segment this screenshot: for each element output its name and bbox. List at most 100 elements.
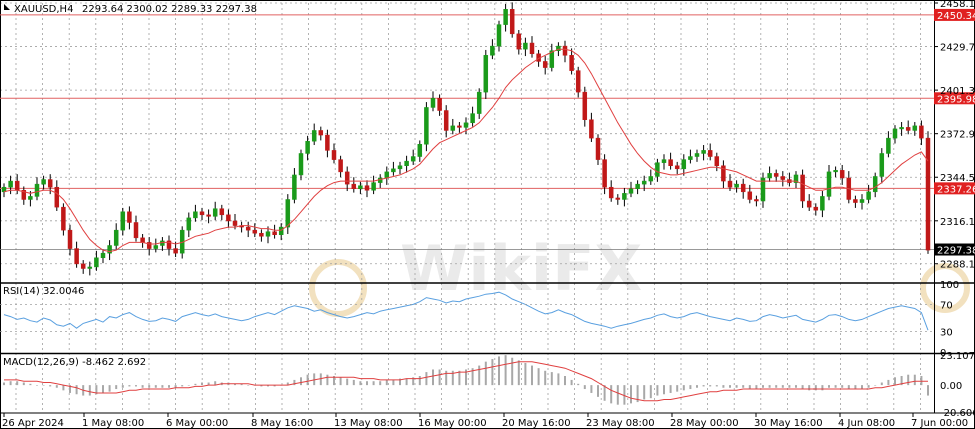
candle-body bbox=[747, 191, 753, 200]
macd-bar bbox=[597, 385, 599, 397]
macd-bar bbox=[524, 362, 527, 386]
candle-body bbox=[8, 180, 13, 188]
candle-body bbox=[740, 183, 746, 193]
candle-body bbox=[450, 125, 456, 131]
candle-body bbox=[140, 237, 145, 243]
macd-tick-label: 23.107 bbox=[940, 351, 975, 362]
candle-body bbox=[417, 144, 423, 157]
candle-body bbox=[925, 137, 931, 251]
price-tick-label: 2429.70 bbox=[940, 43, 975, 54]
macd-bar bbox=[161, 385, 164, 388]
horizontal-levels[interactable]: 2450.34 2395.98 2337.26 2297.38 bbox=[0, 8, 975, 257]
macd-tick-label: 0.00 bbox=[940, 381, 962, 392]
candle-body bbox=[886, 137, 891, 154]
chart-arrow-icon bbox=[4, 4, 10, 10]
candle-body bbox=[424, 107, 429, 145]
candle-body bbox=[54, 186, 60, 208]
macd-bar bbox=[531, 365, 533, 386]
price-tick-label: 2288.10 bbox=[940, 260, 975, 271]
macd-bar bbox=[775, 385, 778, 388]
macd-bar bbox=[306, 374, 309, 386]
candle-body bbox=[305, 140, 310, 154]
macd-bar bbox=[102, 385, 104, 393]
macd-bar bbox=[293, 379, 296, 386]
candle-body bbox=[780, 176, 786, 180]
candle-body bbox=[80, 263, 86, 269]
macd-bar bbox=[385, 379, 388, 386]
macd-bar bbox=[894, 377, 896, 386]
macd-bar bbox=[108, 385, 111, 392]
macd-bar bbox=[854, 385, 857, 390]
macd-bar bbox=[471, 368, 474, 386]
macd-bar bbox=[300, 377, 302, 386]
macd-bar bbox=[663, 385, 665, 395]
macd-bar bbox=[689, 385, 692, 390]
candle-body bbox=[674, 165, 680, 170]
time-tick-label: 26 Apr 2024 bbox=[2, 418, 64, 429]
level-label-bg bbox=[934, 182, 975, 195]
candle-body bbox=[259, 232, 264, 237]
macd-bar bbox=[267, 385, 269, 387]
candle-body bbox=[688, 156, 693, 160]
macd-bar bbox=[115, 385, 118, 390]
macd-bar bbox=[821, 385, 824, 391]
time-tick-label: 1 May 08:00 bbox=[82, 418, 144, 429]
macd-bar bbox=[240, 383, 243, 386]
candle-body bbox=[232, 220, 238, 226]
candle-body bbox=[793, 174, 799, 183]
macd-bar bbox=[623, 385, 626, 405]
macd-bar bbox=[405, 378, 408, 386]
time-tick-label: 7 Jun 00:00 bbox=[911, 418, 968, 429]
macd-bar bbox=[795, 385, 797, 388]
macd-bar bbox=[590, 385, 593, 393]
macd-bar bbox=[379, 381, 382, 386]
grid bbox=[0, 2, 934, 412]
rsi-tick-label: 70 bbox=[940, 300, 953, 311]
macd-bar bbox=[286, 382, 289, 386]
symbol-label: XAUUSD,H4 bbox=[14, 4, 73, 15]
macd-bar bbox=[478, 365, 481, 386]
candle-body bbox=[615, 197, 621, 200]
candle-body bbox=[872, 176, 878, 193]
candle-body bbox=[714, 156, 720, 166]
candle-body bbox=[265, 231, 271, 237]
candle-body bbox=[622, 193, 627, 200]
candle-body bbox=[298, 153, 304, 176]
candle-body bbox=[701, 150, 706, 154]
macd-bar bbox=[392, 379, 395, 386]
candle-body bbox=[826, 171, 832, 197]
candle-body bbox=[391, 168, 396, 173]
macd-bar bbox=[62, 385, 65, 391]
macd-bar bbox=[887, 379, 890, 386]
candle-body bbox=[628, 188, 634, 194]
candle-body bbox=[127, 211, 132, 223]
macd-bar bbox=[458, 370, 461, 386]
candle-body bbox=[602, 159, 607, 188]
macd-bar bbox=[537, 368, 540, 386]
candle-body bbox=[74, 248, 79, 265]
candle-body bbox=[193, 211, 198, 219]
macd-bar bbox=[418, 376, 421, 386]
candle-body bbox=[503, 9, 508, 25]
candle-body bbox=[94, 257, 99, 268]
candle-body bbox=[41, 179, 46, 185]
candle-body bbox=[496, 24, 502, 47]
candle-body bbox=[113, 229, 119, 246]
macd-bar bbox=[49, 385, 52, 387]
time-tick-label: 8 May 16:00 bbox=[251, 418, 313, 429]
macd-bar bbox=[808, 385, 811, 391]
macd-bar bbox=[900, 376, 903, 386]
candle-body bbox=[371, 182, 376, 191]
candle-body bbox=[206, 214, 211, 217]
macd-bar bbox=[333, 376, 335, 386]
candle-body bbox=[173, 248, 178, 254]
macd-bar bbox=[682, 385, 685, 391]
macd-bar bbox=[3, 382, 5, 386]
macd-bar bbox=[847, 385, 850, 390]
macd-bar bbox=[88, 385, 91, 396]
macd-bar bbox=[828, 385, 830, 388]
candle-body bbox=[28, 196, 33, 200]
macd-bar bbox=[260, 385, 263, 387]
candle-body bbox=[351, 183, 357, 189]
